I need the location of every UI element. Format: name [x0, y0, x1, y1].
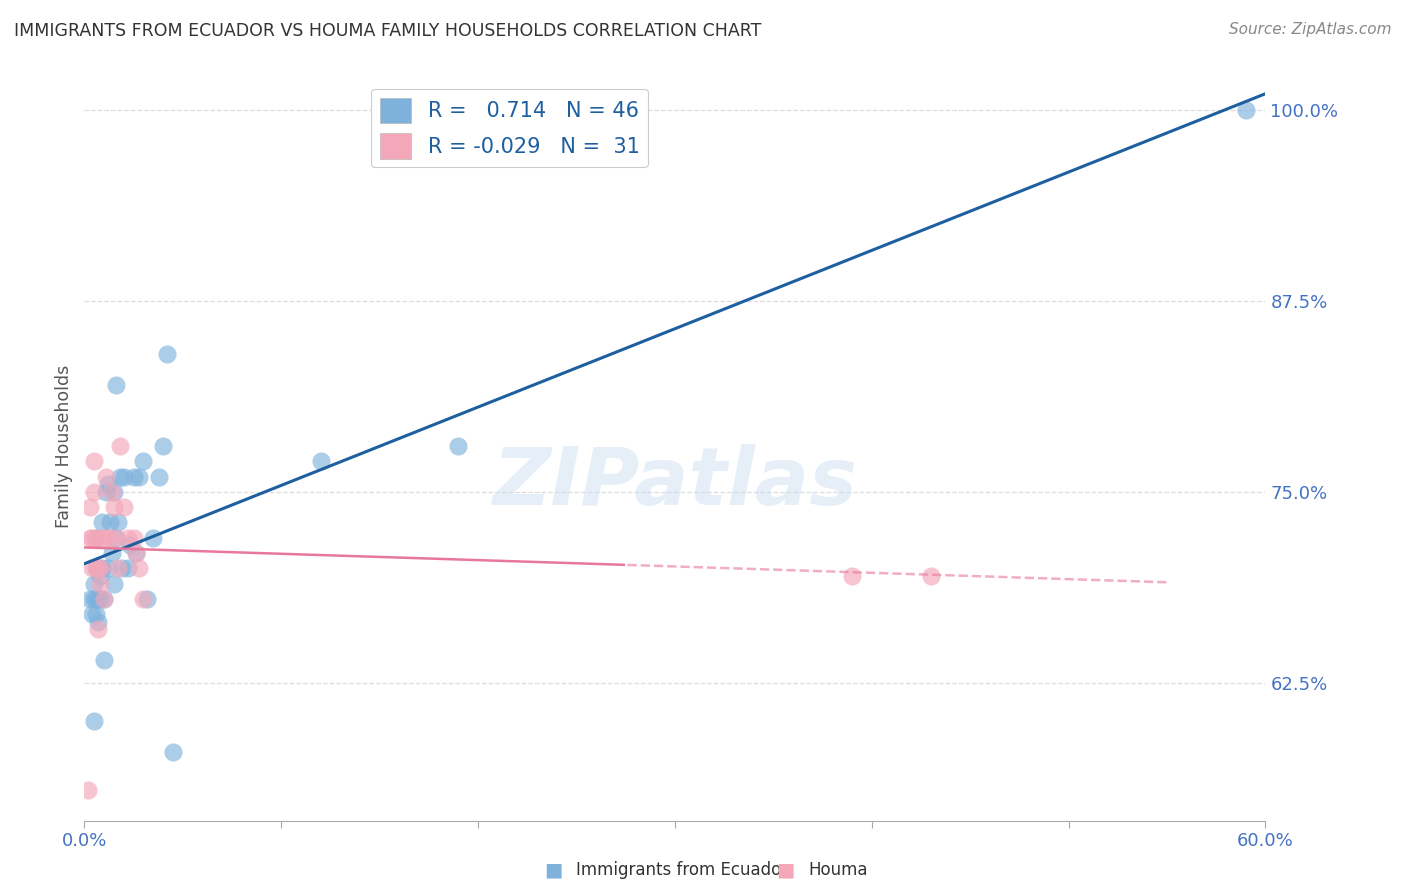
Point [97, 477, 120, 491]
Point [103, 484, 125, 499]
Point [83, 484, 105, 499]
Text: IMMIGRANTS FROM ECUADOR VS HOUMA FAMILY HOUSEHOLDS CORRELATION CHART: IMMIGRANTS FROM ECUADOR VS HOUMA FAMILY … [14, 22, 762, 40]
Point [128, 469, 150, 483]
Point [152, 439, 174, 453]
Point [84, 591, 107, 606]
Point [920, 569, 942, 583]
Point [117, 561, 139, 575]
Point [97, 561, 120, 575]
Point [82, 531, 104, 545]
Point [118, 538, 141, 552]
Point [79, 531, 101, 545]
Point [111, 561, 134, 575]
Point [93, 531, 115, 545]
Point [83, 591, 105, 606]
Point [98, 516, 121, 530]
Point [83, 714, 105, 729]
Point [82, 561, 104, 575]
Point [447, 439, 470, 453]
Point [136, 591, 159, 606]
Point [108, 469, 131, 483]
Point [94, 484, 117, 499]
Legend: R =   0.714   N = 46, R = -0.029   N =  31: R = 0.714 N = 46, R = -0.029 N = 31 [371, 89, 648, 167]
Point [309, 454, 332, 468]
Point [112, 500, 135, 515]
Point [104, 377, 127, 392]
Point [91, 531, 114, 545]
Point [91, 561, 114, 575]
Point [93, 653, 115, 667]
Point [89, 576, 111, 591]
Point [107, 516, 129, 530]
Text: Houma: Houma [808, 861, 868, 879]
Text: Immigrants from Ecuador: Immigrants from Ecuador [576, 861, 789, 879]
Point [87, 561, 110, 575]
Point [1234, 103, 1257, 117]
Point [82, 607, 104, 622]
Point [93, 591, 115, 606]
Point [87, 561, 110, 575]
Point [117, 531, 139, 545]
Point [87, 623, 110, 637]
Text: ■: ■ [544, 860, 562, 880]
Point [94, 469, 117, 483]
Point [124, 546, 146, 560]
Point [132, 454, 155, 468]
Y-axis label: Family Households: Family Households [55, 364, 73, 528]
Point [87, 591, 110, 606]
Point [103, 576, 125, 591]
Point [103, 500, 125, 515]
Point [79, 500, 101, 515]
Text: Source: ZipAtlas.com: Source: ZipAtlas.com [1229, 22, 1392, 37]
Point [84, 531, 107, 545]
Point [84, 561, 107, 575]
Point [89, 591, 111, 606]
Point [104, 531, 127, 545]
Point [84, 607, 107, 622]
Point [104, 531, 127, 545]
Point [77, 783, 100, 797]
Text: ZIPatlas: ZIPatlas [492, 444, 858, 523]
Point [122, 531, 145, 545]
Point [93, 591, 115, 606]
Point [112, 469, 135, 483]
Point [108, 439, 131, 453]
Point [148, 469, 170, 483]
Point [84, 561, 107, 575]
Point [89, 561, 111, 575]
Point [101, 546, 124, 560]
Point [79, 591, 101, 606]
Point [89, 569, 111, 583]
Point [83, 454, 105, 468]
Point [841, 569, 863, 583]
Point [101, 484, 124, 499]
Point [132, 591, 155, 606]
Point [107, 561, 129, 575]
Point [91, 516, 114, 530]
Point [128, 561, 150, 575]
Point [87, 615, 110, 629]
Point [98, 531, 121, 545]
Text: ■: ■ [776, 860, 794, 880]
Point [84, 531, 107, 545]
Point [124, 546, 146, 560]
Point [156, 347, 179, 361]
Point [83, 576, 105, 591]
Point [142, 531, 165, 545]
Point [162, 745, 184, 759]
Point [122, 469, 145, 483]
